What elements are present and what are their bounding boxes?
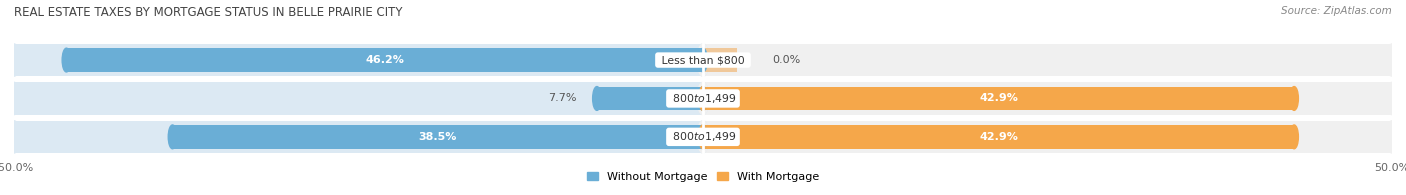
Text: 42.9%: 42.9% xyxy=(979,93,1018,104)
Text: $800 to $1,499: $800 to $1,499 xyxy=(669,130,737,143)
Text: $800 to $1,499: $800 to $1,499 xyxy=(669,92,737,105)
Text: 7.7%: 7.7% xyxy=(548,93,576,104)
Circle shape xyxy=(699,48,707,72)
Bar xyxy=(66,48,703,72)
Bar xyxy=(703,125,1294,149)
Text: 0.0%: 0.0% xyxy=(772,55,800,65)
Bar xyxy=(173,125,703,149)
Text: 46.2%: 46.2% xyxy=(366,55,404,65)
Circle shape xyxy=(62,48,70,72)
Circle shape xyxy=(697,82,709,115)
Text: 38.5%: 38.5% xyxy=(419,132,457,142)
Text: 42.9%: 42.9% xyxy=(979,132,1018,142)
Circle shape xyxy=(697,121,709,153)
Bar xyxy=(703,44,1392,76)
Circle shape xyxy=(697,82,709,115)
Text: Source: ZipAtlas.com: Source: ZipAtlas.com xyxy=(1281,6,1392,16)
Circle shape xyxy=(699,125,707,149)
Text: Less than $800: Less than $800 xyxy=(658,55,748,65)
Legend: Without Mortgage, With Mortgage: Without Mortgage, With Mortgage xyxy=(588,172,818,182)
Circle shape xyxy=(8,121,20,153)
Circle shape xyxy=(1386,121,1398,153)
Circle shape xyxy=(697,44,709,76)
Circle shape xyxy=(1386,82,1398,115)
Bar xyxy=(703,48,738,72)
Bar xyxy=(703,121,1392,153)
Bar xyxy=(14,121,703,153)
Circle shape xyxy=(8,82,20,115)
Circle shape xyxy=(699,87,707,110)
Circle shape xyxy=(593,87,602,110)
Circle shape xyxy=(1386,44,1398,76)
Text: REAL ESTATE TAXES BY MORTGAGE STATUS IN BELLE PRAIRIE CITY: REAL ESTATE TAXES BY MORTGAGE STATUS IN … xyxy=(14,6,402,19)
Circle shape xyxy=(699,125,707,149)
Bar xyxy=(703,87,1294,110)
Circle shape xyxy=(8,44,20,76)
Bar xyxy=(14,82,703,115)
Circle shape xyxy=(697,121,709,153)
Circle shape xyxy=(1289,87,1298,110)
Circle shape xyxy=(699,87,707,110)
Bar xyxy=(598,87,703,110)
Bar xyxy=(14,44,703,76)
Circle shape xyxy=(1289,125,1298,149)
Bar xyxy=(703,82,1392,115)
Circle shape xyxy=(697,44,709,76)
Circle shape xyxy=(169,125,177,149)
